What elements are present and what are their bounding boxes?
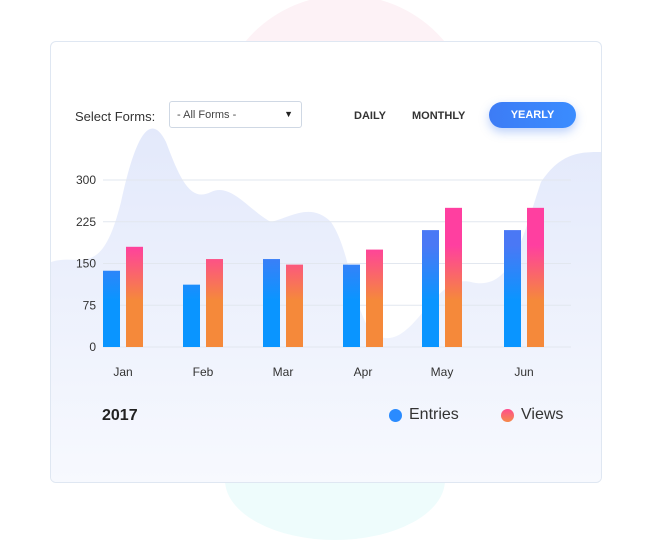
forms-select[interactable]: - All Forms - ▼ xyxy=(169,101,302,128)
bar-entries[interactable] xyxy=(183,284,200,347)
bar-views[interactable] xyxy=(445,207,462,347)
x-tick-label: Apr xyxy=(354,365,373,379)
caret-down-icon: ▼ xyxy=(284,109,293,119)
chart-card: Select Forms: - All Forms - ▼ DAILY MONTH… xyxy=(50,41,602,483)
bar-views[interactable] xyxy=(286,264,303,347)
bar-views[interactable] xyxy=(527,207,544,347)
bar-chart: 0 75 150 225 300 Jan Feb Mar Apr May Jun xyxy=(76,173,571,379)
legend-views: Views xyxy=(501,406,563,424)
bar-entries[interactable] xyxy=(504,230,521,347)
tab-daily[interactable]: DAILY xyxy=(354,110,386,122)
x-tick-label: Feb xyxy=(193,365,214,379)
bar-entries[interactable] xyxy=(343,264,360,347)
x-tick-label: Jan xyxy=(113,365,132,379)
tab-yearly[interactable]: YEARLY xyxy=(489,102,576,128)
bar-views[interactable] xyxy=(366,249,383,347)
legend-entries-label: Entries xyxy=(409,406,459,423)
x-tick-label: May xyxy=(431,365,454,379)
legend-views-label: Views xyxy=(521,406,564,423)
bar-entries[interactable] xyxy=(103,270,120,347)
entries-dot-icon xyxy=(389,408,402,422)
bar-views[interactable] xyxy=(206,259,223,347)
tab-monthly[interactable]: MONTHLY xyxy=(412,110,466,122)
forms-select-value: - All Forms - xyxy=(177,109,237,121)
legend-entries: Entries xyxy=(389,406,459,424)
y-tick-label: 75 xyxy=(83,298,97,312)
bar-views[interactable] xyxy=(126,246,143,347)
y-tick-label: 300 xyxy=(76,173,96,187)
views-dot-icon xyxy=(501,408,514,422)
y-tick-label: 225 xyxy=(76,215,96,229)
year-label: 2017 xyxy=(102,407,138,424)
x-tick-label: Mar xyxy=(273,365,294,379)
select-forms-label: Select Forms: xyxy=(75,109,156,124)
y-tick-label: 0 xyxy=(89,340,96,354)
y-tick-label: 150 xyxy=(76,257,96,271)
bar-entries[interactable] xyxy=(422,230,439,347)
bar-entries[interactable] xyxy=(263,259,280,347)
x-tick-label: Jun xyxy=(514,365,533,379)
